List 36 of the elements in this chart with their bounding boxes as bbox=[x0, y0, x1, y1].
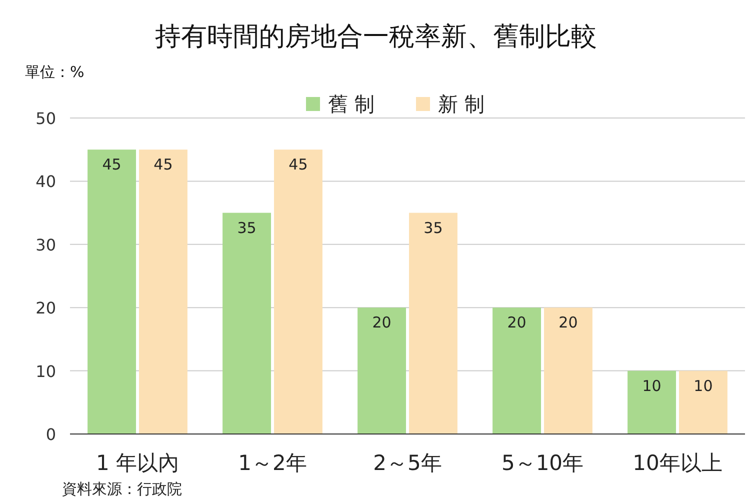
data-label: 20 bbox=[372, 314, 392, 332]
bar bbox=[88, 150, 136, 434]
y-tick-label: 40 bbox=[36, 172, 56, 192]
x-tick-label: 5～10年 bbox=[501, 451, 584, 475]
bar bbox=[544, 308, 592, 434]
data-label: 45 bbox=[102, 156, 122, 174]
bar bbox=[409, 212, 458, 434]
y-tick-label: 30 bbox=[36, 235, 56, 254]
bar bbox=[679, 370, 728, 434]
bar bbox=[139, 150, 188, 434]
bar bbox=[628, 370, 676, 434]
bar bbox=[274, 150, 322, 434]
x-tick-label: 1～2年 bbox=[238, 451, 307, 475]
y-tick-label: 10 bbox=[36, 362, 56, 381]
source-note: 資料來源：行政院 bbox=[62, 480, 182, 498]
x-tick-label: 2～5年 bbox=[373, 451, 442, 475]
bar bbox=[492, 308, 541, 434]
chart-title: 持有時間的房地合一稅率新、舊制比較 bbox=[155, 22, 597, 52]
x-tick-label: 10年以上 bbox=[632, 451, 722, 475]
x-tick-label: 1 年以內 bbox=[96, 451, 180, 475]
bar bbox=[358, 308, 406, 434]
y-tick-label: 50 bbox=[36, 109, 56, 128]
data-label: 10 bbox=[642, 376, 662, 395]
data-label: 45 bbox=[154, 156, 173, 174]
data-label: 35 bbox=[237, 218, 256, 237]
data-label: 35 bbox=[424, 218, 443, 237]
data-label: 45 bbox=[288, 156, 308, 174]
data-label: 20 bbox=[507, 314, 526, 332]
data-label: 10 bbox=[694, 376, 713, 395]
bar bbox=[222, 212, 271, 434]
legend-label: 舊 制 bbox=[328, 92, 374, 116]
data-label: 20 bbox=[558, 314, 578, 332]
y-axis-title: 單位：% bbox=[25, 63, 84, 81]
y-tick-label: 20 bbox=[36, 298, 56, 318]
y-tick-label: 0 bbox=[46, 425, 56, 444]
legend-label: 新 制 bbox=[438, 92, 484, 116]
